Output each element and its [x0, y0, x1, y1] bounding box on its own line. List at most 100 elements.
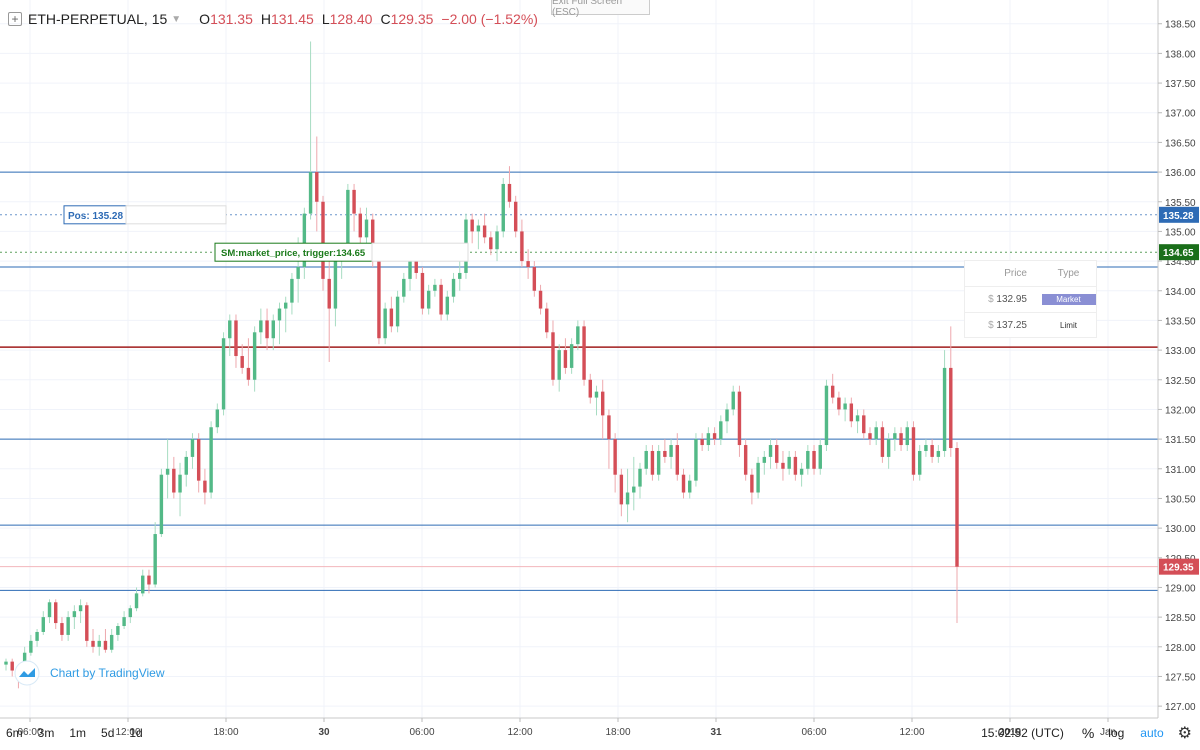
candle-body [265, 320, 269, 339]
candle-body [675, 445, 680, 475]
time-axis: 06:00 12:00 18:00 30 06:00 12:00 18:00 31 06:00 1… [17, 718, 1116, 738]
candle-body [750, 474, 754, 493]
x-tick-label: Jan [1100, 727, 1116, 738]
candle-body [843, 403, 847, 410]
candle-body [377, 255, 381, 339]
candle-body [625, 492, 630, 505]
candle-body [445, 296, 450, 315]
candle-body [91, 640, 95, 647]
range-6m[interactable]: 6m [6, 726, 23, 740]
exit-fullscreen-button[interactable]: Exit Full Screen (ESC) [551, 0, 650, 18]
y-tick-label: 134.50 [1165, 257, 1196, 268]
candle-body [426, 290, 431, 309]
candle-body [128, 608, 133, 618]
order-row[interactable]: $ 132.95 Market [965, 287, 1096, 313]
range-3m[interactable]: 3m [37, 726, 55, 740]
candle-body [66, 617, 70, 635]
candle-body [669, 445, 673, 457]
compare-icon[interactable]: + [8, 12, 22, 26]
candle-body [290, 278, 294, 303]
candle-body [594, 391, 599, 398]
candle-body [874, 427, 878, 440]
candle-body [308, 172, 313, 214]
candle-body [184, 456, 188, 475]
candle-body [700, 439, 704, 446]
y-tick-label: 134.00 [1165, 287, 1196, 298]
candle-body [868, 433, 872, 440]
auto-scale-toggle[interactable]: auto [1140, 726, 1164, 740]
candle-body [731, 391, 735, 410]
candle-body [296, 267, 300, 279]
high-value: 131.45 [271, 11, 314, 27]
x-tick-label: 06:00 [409, 727, 434, 738]
candle-body [134, 593, 139, 609]
order-overlays: Pos: 135.28 SM:market_price, trigger:134.… [63, 205, 1199, 575]
candle-body [85, 605, 89, 641]
candle-body [159, 474, 164, 535]
candle-body [190, 439, 195, 457]
candle-body [824, 385, 829, 446]
currency-symbol: $ [988, 320, 994, 331]
candle-body [532, 267, 537, 291]
gear-icon[interactable]: ⚙ [1177, 725, 1192, 742]
candle-body [942, 367, 947, 451]
order-type-label[interactable]: Limit [1060, 321, 1077, 330]
candle-body [501, 183, 505, 232]
candle-body [321, 201, 325, 279]
y-tick-label: 128.50 [1165, 613, 1196, 624]
candle-body [507, 183, 512, 202]
percent-scale-toggle[interactable]: % [1081, 725, 1095, 741]
candle-body [234, 320, 238, 357]
candle-body [364, 219, 369, 238]
tradingview-logo-icon [14, 660, 40, 686]
candle-body [855, 415, 860, 422]
last-price-badge-bg [1159, 558, 1199, 575]
candle-body [420, 272, 425, 309]
candle-body [47, 602, 52, 618]
candle-body [582, 326, 586, 380]
y-tick-label: 138.50 [1165, 20, 1196, 31]
order-row[interactable]: $ 137.25 Limit [965, 313, 1096, 338]
time-range-bar: 6m 3m 1m 5d 1d [6, 722, 158, 744]
log-scale-toggle[interactable]: log [1108, 726, 1125, 740]
candle-body [681, 474, 686, 493]
y-tick-label: 130.50 [1165, 494, 1196, 505]
candle-body [122, 617, 126, 627]
utc-clock[interactable]: 15:02:52 (UTC) [981, 726, 1064, 740]
candle-body [812, 450, 816, 469]
candle-body [495, 231, 499, 250]
chevron-down-icon[interactable]: ▼ [171, 13, 182, 25]
x-tick-label: 12:00 [899, 727, 924, 738]
range-1m[interactable]: 1m [69, 726, 87, 740]
range-1d[interactable]: 1d [129, 726, 143, 740]
tradingview-watermark[interactable]: Chart by TradingView [14, 660, 165, 686]
candle-body [917, 450, 922, 475]
candle-body [818, 445, 822, 469]
range-5d[interactable]: 5d [101, 726, 115, 740]
watermark-text: Chart by TradingView [50, 666, 165, 680]
candle-body [830, 385, 835, 398]
close-label: C [380, 11, 391, 27]
candle-body [650, 450, 655, 475]
symbol-name[interactable]: ETH-PERPETUAL, 15 [28, 11, 168, 27]
candle-body [35, 631, 39, 641]
candle-body [911, 427, 916, 475]
candle-body [246, 367, 251, 380]
candle-body [949, 367, 953, 449]
candle-body [383, 308, 387, 339]
order-type-badge[interactable]: Market [1041, 294, 1096, 305]
candle-body [141, 575, 145, 594]
candle-body [358, 213, 363, 238]
candle-body [203, 480, 207, 493]
candle-body [178, 474, 182, 493]
candle-body [327, 278, 331, 309]
candle-body [470, 219, 474, 232]
candle-body [538, 290, 543, 309]
candle-body [433, 284, 437, 291]
candle-body [893, 433, 897, 440]
candle-body [743, 445, 748, 475]
candle-body [228, 320, 232, 339]
candle-body [725, 409, 729, 422]
candle-body [109, 634, 114, 650]
